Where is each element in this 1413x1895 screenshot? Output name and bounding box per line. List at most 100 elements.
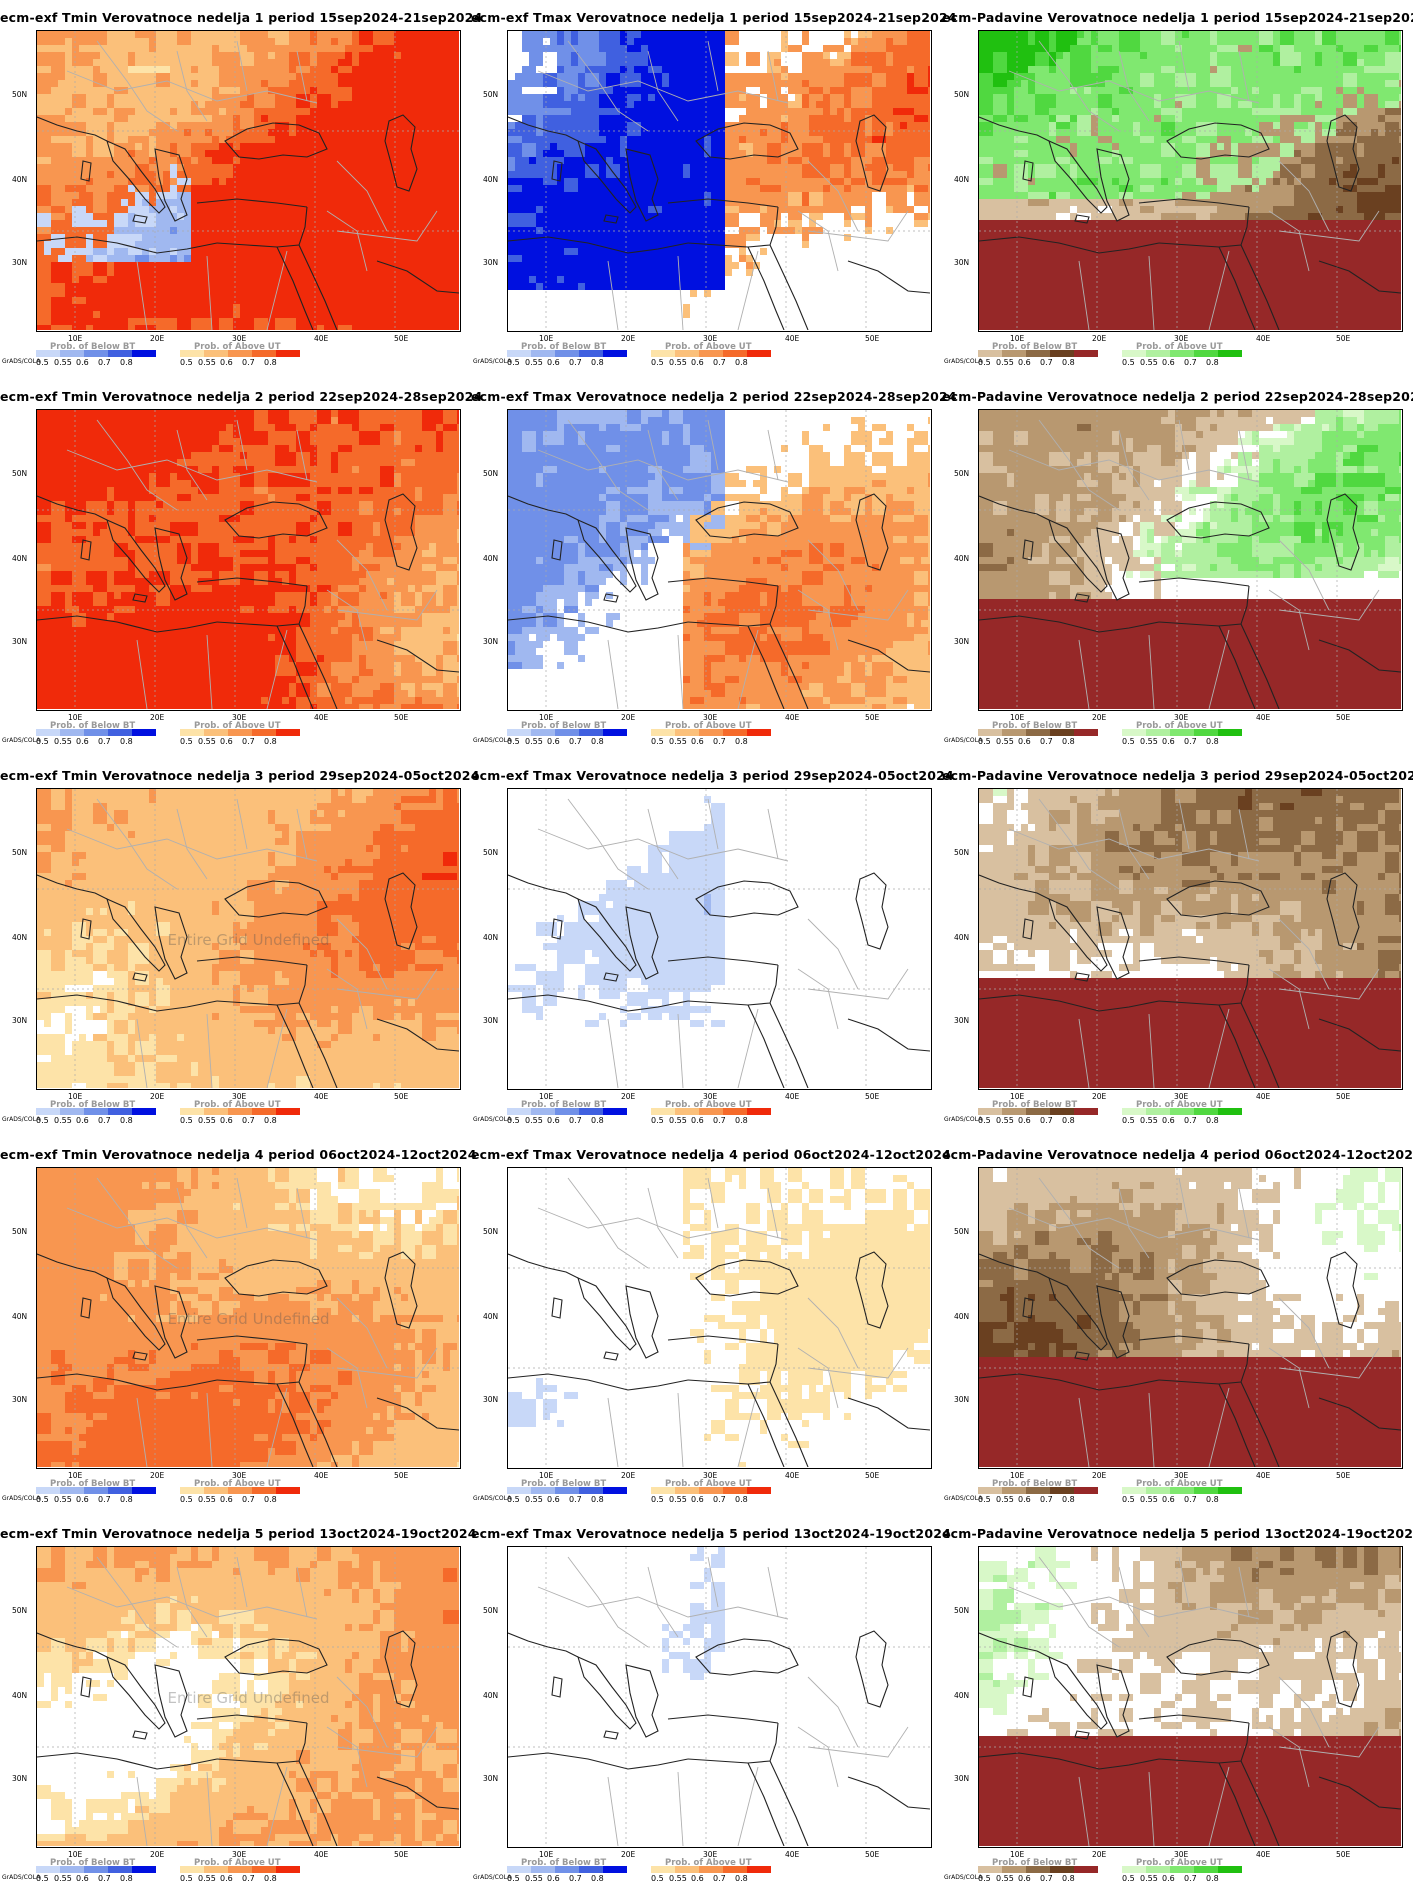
undefined-grid-label: Entire Grid Undefined — [37, 1689, 460, 1707]
colorbar-tick-label: 0.8 — [735, 1116, 748, 1125]
map-canvas — [508, 1168, 930, 1467]
latitude-label: 30N — [954, 258, 969, 267]
colorbar-title: Prob. of Above UT — [665, 1479, 752, 1489]
latitude-label: 50N — [954, 1606, 969, 1615]
latitude-label: 50N — [483, 848, 498, 857]
longitude-label: 50E — [1336, 713, 1350, 722]
colorbar-title: Prob. of Below BT — [992, 1100, 1077, 1110]
panel-title: ecm-exf Tmin Verovatnoce nedelja 2 perio… — [0, 389, 482, 404]
colorbar-swatch — [36, 1108, 60, 1115]
colorbar-title: Prob. of Below BT — [521, 342, 606, 352]
grads-credit: GrADS/COLA — [2, 1874, 40, 1881]
colorbar-swatch — [276, 350, 300, 357]
colorbar-tick-label: 0.55 — [669, 358, 687, 367]
panel-title: ecm-exf Tmin Verovatnoce nedelja 4 perio… — [0, 1147, 477, 1162]
colorbar-swatch — [1218, 350, 1242, 357]
colorbar-swatches — [507, 350, 627, 357]
colorbar-tick-label: 0.8 — [735, 1495, 748, 1504]
colorbar-swatch — [1194, 1866, 1218, 1873]
colorbar-swatches — [1122, 350, 1242, 357]
longitude-label: 10E — [1010, 334, 1024, 343]
colorbar-title: Prob. of Above UT — [1136, 721, 1223, 731]
longitude-label: 50E — [394, 1471, 408, 1480]
colorbar-swatch — [978, 350, 1002, 357]
colorbar-title: Prob. of Below BT — [992, 721, 1077, 731]
colorbar-tick-label: 0.6 — [547, 1116, 560, 1125]
map-canvas — [979, 1168, 1401, 1467]
colorbar-tick-label: 0.5 — [978, 737, 991, 746]
colorbar-swatch — [60, 1866, 84, 1873]
longitude-label: 50E — [394, 1092, 408, 1101]
colorbar-swatch — [651, 350, 675, 357]
colorbar-swatch — [84, 1487, 108, 1494]
longitude-label: 10E — [68, 1471, 82, 1480]
longitude-label: 50E — [1336, 334, 1350, 343]
colorbar-tick-label: 0.6 — [1162, 358, 1175, 367]
colorbar-tick-label: 0.5 — [180, 1495, 193, 1504]
colorbar-swatches — [651, 1487, 771, 1494]
colorbar-swatch — [699, 1487, 723, 1494]
colorbar-tick-label: 0.6 — [691, 737, 704, 746]
colorbar-title: Prob. of Above UT — [665, 342, 752, 352]
longitude-label: 10E — [68, 334, 82, 343]
colorbar-swatch — [252, 1866, 276, 1873]
longitude-label: 10E — [1010, 1092, 1024, 1101]
colorbar-swatch — [1002, 729, 1026, 736]
colorbar-swatch — [1050, 1487, 1074, 1494]
grads-credit: GrADS/COLA — [2, 1495, 40, 1502]
latitude-label: 40N — [954, 175, 969, 184]
colorbar-tick-label: 0.7 — [713, 737, 726, 746]
colorbar-tick-label: 0.7 — [1040, 1874, 1053, 1883]
colorbar-tick-label: 0.55 — [198, 1116, 216, 1125]
latitude-label: 40N — [483, 1312, 498, 1321]
colorbar-swatch — [723, 350, 747, 357]
latitude-label: 30N — [483, 637, 498, 646]
colorbar-tick-label: 0.6 — [1018, 1116, 1031, 1125]
colorbar-swatch — [276, 1108, 300, 1115]
longitude-label: 30E — [1174, 1850, 1188, 1859]
colorbar-swatch — [747, 729, 771, 736]
longitude-label: 10E — [539, 334, 553, 343]
colorbar-swatch — [132, 350, 156, 357]
colorbar-tick-label: 0.6 — [691, 1495, 704, 1504]
colorbar-tick-label: 0.6 — [547, 1495, 560, 1504]
colorbar-swatch — [1026, 1108, 1050, 1115]
latitude-label: 30N — [954, 1395, 969, 1404]
colorbar-swatch — [978, 1108, 1002, 1115]
colorbar-tick-label: 0.8 — [120, 1874, 133, 1883]
longitude-label: 20E — [621, 1092, 635, 1101]
colorbar-tick-label: 0.6 — [1018, 358, 1031, 367]
colorbar-tick-label: 0.5 — [180, 1874, 193, 1883]
longitude-label: 30E — [232, 334, 246, 343]
colorbar-tick-label: 0.55 — [1140, 1874, 1158, 1883]
colorbar-tick-label: 0.6 — [220, 1874, 233, 1883]
colorbar-swatch — [675, 350, 699, 357]
longitude-label: 30E — [1174, 1471, 1188, 1480]
colorbar-tick-label: 0.55 — [669, 1874, 687, 1883]
colorbar-swatch — [204, 1866, 228, 1873]
colorbar-tick-label: 0.7 — [242, 1116, 255, 1125]
longitude-label: 10E — [68, 1092, 82, 1101]
colorbar-swatch — [978, 729, 1002, 736]
colorbar-tick-label: 0.6 — [691, 1874, 704, 1883]
colorbar-swatch — [1146, 1487, 1170, 1494]
colorbar-tick-label: 0.8 — [120, 737, 133, 746]
colorbar-swatch — [531, 729, 555, 736]
colorbar-swatch — [1146, 1866, 1170, 1873]
colorbar-swatch — [1026, 1866, 1050, 1873]
colorbar-tick-label: 0.8 — [591, 737, 604, 746]
colorbar-tick-label: 0.8 — [1062, 1116, 1075, 1125]
colorbar-swatch — [1146, 1108, 1170, 1115]
colorbar-tick-label: 0.5 — [36, 1495, 49, 1504]
colorbar-tick-label: 0.55 — [525, 737, 543, 746]
panel-title: ecm-exf Tmax Verovatnoce nedelja 3 perio… — [471, 768, 954, 783]
probability-map: Entire Grid Undefined — [36, 1167, 461, 1469]
colorbar-tick-label: 0.55 — [1140, 1116, 1158, 1125]
colorbar-title: Prob. of Above UT — [1136, 1100, 1223, 1110]
colorbar-title: Prob. of Below BT — [521, 721, 606, 731]
colorbar-swatch — [1050, 1108, 1074, 1115]
map-canvas — [979, 789, 1401, 1088]
colorbar-title: Prob. of Above UT — [1136, 1858, 1223, 1868]
colorbar-tick-label: 0.8 — [1206, 1495, 1219, 1504]
colorbar-swatch — [675, 1866, 699, 1873]
